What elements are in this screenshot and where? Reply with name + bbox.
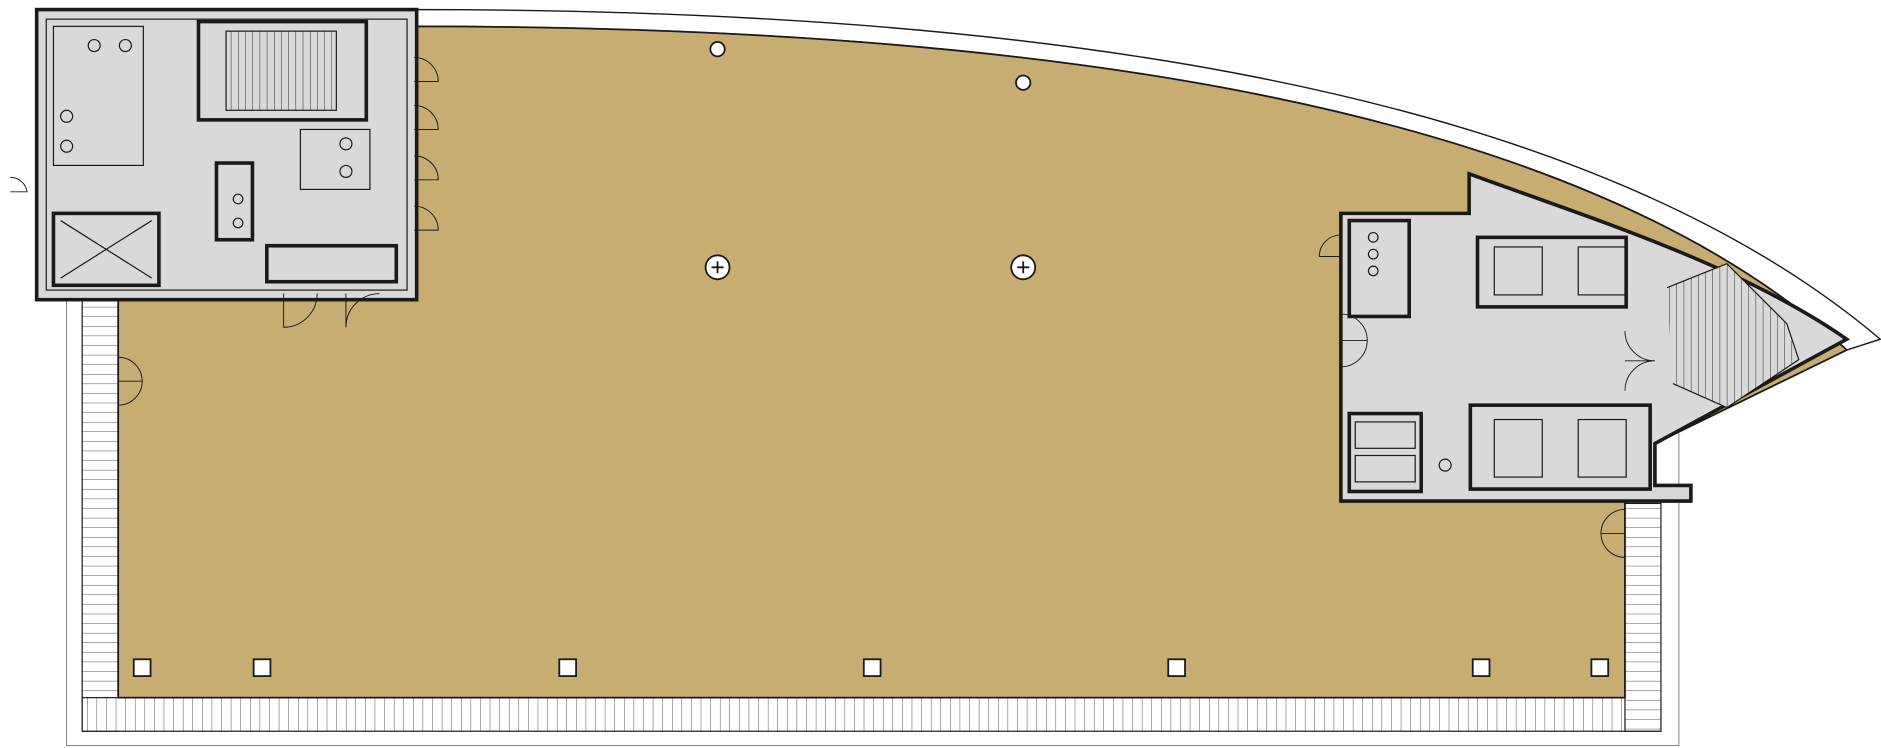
- left-lift-cross: [60, 220, 153, 279]
- door-balcony-left: [118, 356, 143, 406]
- basin: [232, 193, 244, 205]
- column: [1471, 658, 1491, 677]
- left-wc-2: [214, 161, 255, 242]
- right-lifts-bottom: [1468, 403, 1652, 491]
- left-core-wall: [34, 7, 419, 302]
- balcony-right: [1624, 502, 1662, 732]
- column: [1167, 658, 1186, 677]
- duct: [1354, 421, 1416, 449]
- basin: [60, 109, 74, 123]
- left-wc-3: [299, 128, 371, 190]
- left-core-inner: [45, 18, 408, 291]
- column: [1590, 658, 1610, 677]
- lift: [1577, 246, 1627, 296]
- left-stair-shaft: [196, 19, 369, 122]
- column: [709, 41, 726, 58]
- lift: [1493, 246, 1543, 296]
- toilet: [87, 38, 101, 53]
- doors-left-core: [414, 57, 439, 231]
- balcony-bottom: [81, 697, 1662, 732]
- column: [132, 658, 152, 677]
- columns: [132, 41, 1610, 677]
- toilet: [118, 38, 132, 53]
- left-riser: [265, 243, 399, 284]
- lift: [1577, 418, 1627, 478]
- basin: [60, 139, 74, 153]
- basin: [1367, 248, 1379, 260]
- door-exterior: [10, 176, 28, 193]
- column: [1015, 74, 1032, 91]
- doors-left-bottom: [283, 293, 380, 328]
- basin: [1367, 265, 1379, 277]
- toilet: [1438, 458, 1452, 472]
- balcony-left: [81, 299, 119, 732]
- right-wc: [1347, 218, 1411, 319]
- column-marks: [711, 261, 1030, 274]
- right-stair: [1666, 263, 1800, 409]
- toilet: [339, 137, 353, 151]
- column: [252, 658, 272, 677]
- right-riser: [1347, 411, 1423, 494]
- basin: [1367, 231, 1379, 243]
- basin: [232, 217, 244, 229]
- toilet: [339, 164, 353, 179]
- left-lift: [51, 211, 161, 288]
- column: [558, 658, 577, 677]
- doors-right-core: [1318, 234, 1655, 558]
- lift: [1493, 418, 1543, 478]
- duct: [1354, 454, 1416, 483]
- left-wc: [52, 25, 144, 167]
- left-stair: [225, 30, 337, 111]
- column: [862, 658, 882, 677]
- right-core: [1339, 171, 1851, 503]
